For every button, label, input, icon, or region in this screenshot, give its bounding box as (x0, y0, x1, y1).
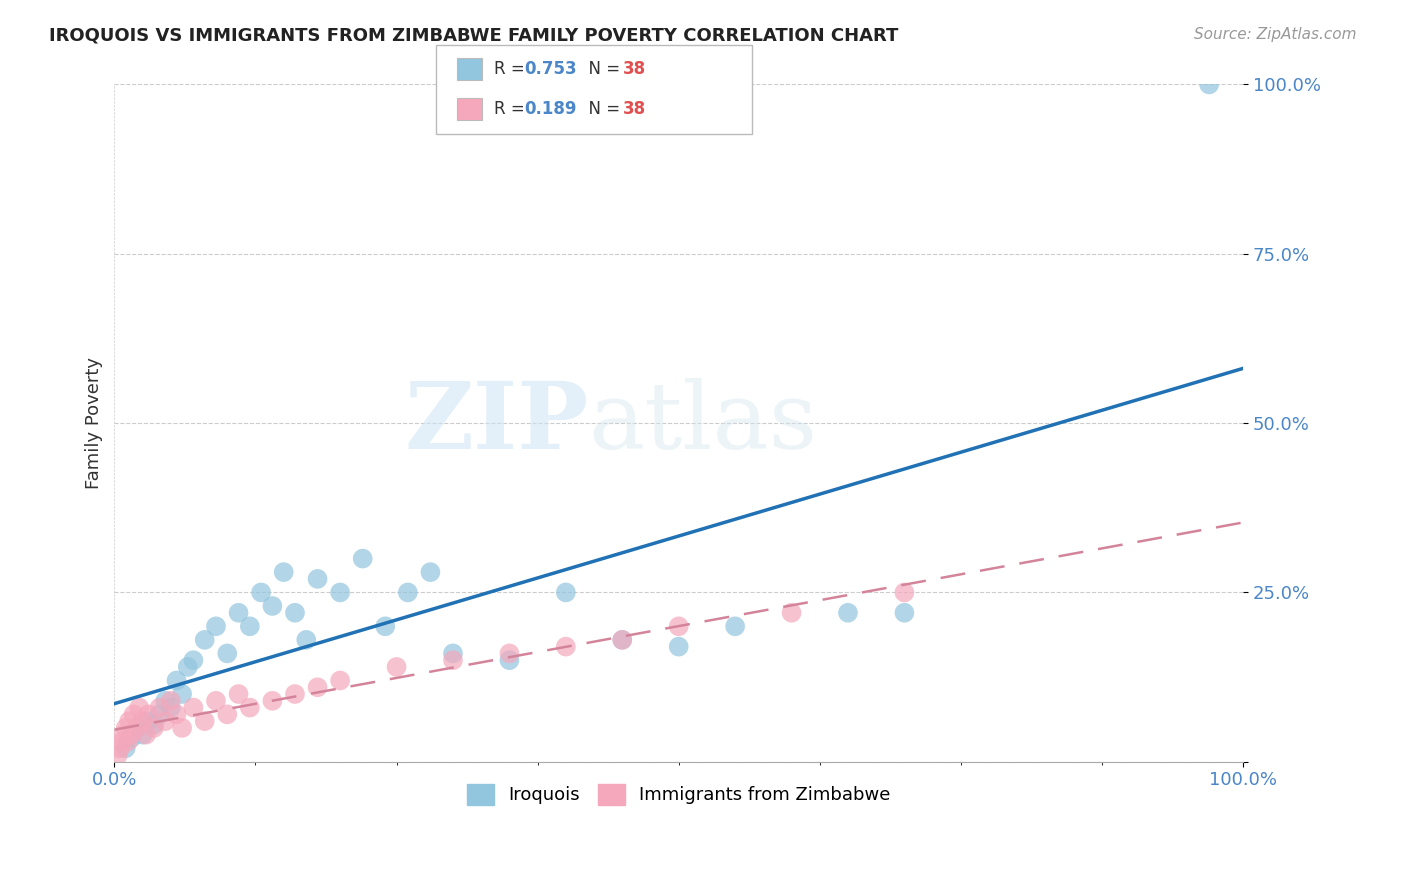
Point (441, 647, 464, 661)
Point (554, 640, 576, 654)
Point (273, 565, 295, 579)
Point (724, 619, 747, 633)
Point (205, 694, 228, 708)
Point (111, 734, 134, 748)
Point (419, 565, 441, 579)
Point (352, 551, 374, 566)
Text: 0.189: 0.189 (524, 100, 576, 119)
Point (1198, 78, 1220, 92)
Point (118, 714, 141, 728)
Point (262, 599, 284, 613)
Point (177, 660, 200, 674)
Y-axis label: Family Poverty: Family Poverty (86, 357, 103, 489)
Point (153, 714, 176, 728)
Text: 38: 38 (623, 60, 645, 78)
Point (122, 707, 145, 722)
Point (307, 680, 329, 694)
Text: R =: R = (494, 100, 530, 119)
Point (295, 632, 318, 647)
Point (131, 714, 153, 728)
Point (120, 731, 142, 745)
Point (262, 694, 284, 708)
Point (135, 728, 157, 742)
Point (217, 707, 239, 722)
Point (183, 653, 205, 667)
Point (893, 585, 915, 599)
Point (441, 653, 464, 667)
Point (107, 747, 129, 762)
Point (217, 647, 239, 661)
Text: IROQUOIS VS IMMIGRANTS FROM ZIMBABWE FAMILY POVERTY CORRELATION CHART: IROQUOIS VS IMMIGRANTS FROM ZIMBABWE FAM… (49, 27, 898, 45)
Point (194, 632, 217, 647)
Point (498, 653, 520, 667)
Point (108, 741, 131, 756)
Point (837, 606, 859, 620)
Point (194, 714, 217, 728)
Point (166, 707, 188, 722)
Point (128, 700, 150, 714)
Point (668, 640, 690, 654)
Point (120, 728, 142, 742)
Point (148, 707, 170, 722)
Point (172, 721, 194, 735)
Point (329, 585, 352, 599)
Point (250, 585, 273, 599)
Point (125, 721, 148, 735)
Text: N =: N = (578, 100, 626, 119)
Point (148, 700, 170, 714)
Text: 38: 38 (623, 100, 645, 119)
Text: Source: ZipAtlas.com: Source: ZipAtlas.com (1194, 27, 1357, 42)
Point (153, 694, 176, 708)
Point (183, 700, 205, 714)
Point (385, 660, 408, 674)
Point (228, 606, 250, 620)
Point (396, 585, 419, 599)
Point (239, 619, 262, 633)
Point (160, 694, 183, 708)
Point (228, 687, 250, 701)
Text: atlas: atlas (588, 378, 818, 468)
Text: 0.753: 0.753 (524, 60, 576, 78)
Point (125, 721, 148, 735)
Point (114, 721, 136, 735)
Point (329, 673, 352, 688)
Point (307, 572, 329, 586)
Point (554, 585, 576, 599)
Point (136, 707, 159, 722)
Point (284, 687, 307, 701)
Text: R =: R = (494, 60, 530, 78)
Point (239, 700, 262, 714)
Point (374, 619, 396, 633)
Point (205, 619, 228, 633)
Point (612, 632, 634, 647)
Point (131, 728, 153, 742)
Point (780, 606, 803, 620)
Point (498, 647, 520, 661)
Legend: Iroquois, Immigrants from Zimbabwe: Iroquois, Immigrants from Zimbabwe (457, 775, 900, 814)
Point (142, 717, 165, 731)
Point (114, 741, 136, 756)
Point (893, 606, 915, 620)
Point (612, 632, 634, 647)
Point (172, 687, 194, 701)
Point (142, 721, 165, 735)
Point (136, 714, 159, 728)
Point (668, 619, 690, 633)
Text: ZIP: ZIP (404, 378, 588, 468)
Point (166, 673, 188, 688)
Point (284, 606, 307, 620)
Point (160, 700, 183, 714)
Point (112, 728, 135, 742)
Point (117, 734, 139, 748)
Text: N =: N = (578, 60, 626, 78)
